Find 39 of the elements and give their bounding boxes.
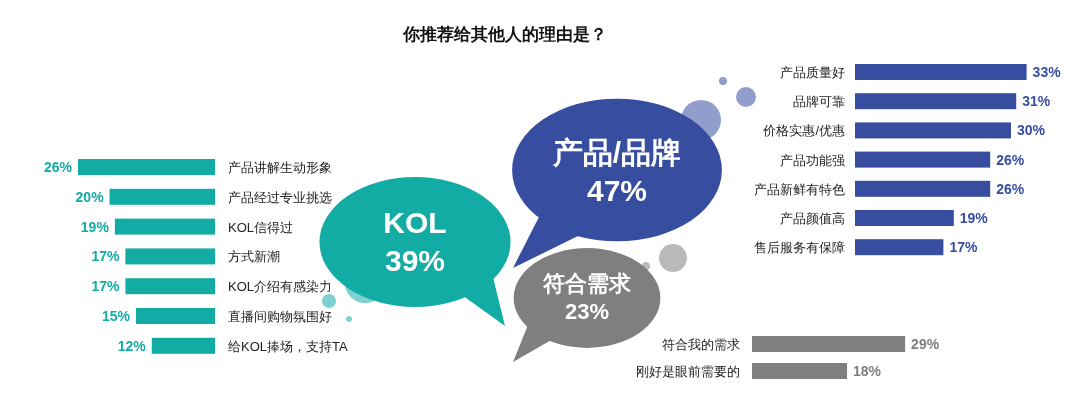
data-label: 29% xyxy=(911,336,940,352)
data-label: 26% xyxy=(996,151,1025,168)
y-tick-label: 给KOL捧场，支持TA xyxy=(228,338,348,354)
y-tick-label: 符合我的需求 xyxy=(662,337,740,352)
y-tick-label: 产品颜值高 xyxy=(780,211,845,226)
data-label: 39% xyxy=(384,244,446,277)
y-tick-label: 品牌可靠 xyxy=(793,94,845,110)
y-tick-label: 价格实惠/优惠 xyxy=(762,123,845,139)
data-label: 30% xyxy=(1017,122,1046,139)
y-tick-label: 直播间购物氛围好 xyxy=(228,309,332,324)
category-label: 符合需求 xyxy=(542,271,632,296)
data-label: 26% xyxy=(43,159,73,175)
y-tick-label: KOL介绍有感染力 xyxy=(228,279,333,295)
data-label: 33% xyxy=(1032,64,1062,80)
data-label: 17% xyxy=(91,248,120,265)
data-label: 15% xyxy=(101,308,131,324)
data-label: 19% xyxy=(959,210,989,226)
data-label: 20% xyxy=(75,188,105,205)
data-label: 47% xyxy=(586,174,648,207)
data-label: 18% xyxy=(853,363,882,379)
data-label: 17% xyxy=(91,278,120,295)
y-tick-label: 售后服务有保障 xyxy=(754,240,845,256)
y-tick-label: 刚好是眼前需要的 xyxy=(636,364,740,379)
text: 你推荐给其他人的理由是？ xyxy=(402,25,607,44)
y-tick-label: 产品新鲜有特色 xyxy=(754,181,845,197)
y-tick-label: 产品功能强 xyxy=(780,152,845,168)
category-label: KOL xyxy=(383,206,447,239)
y-tick-label: 产品经过专业挑选 xyxy=(228,189,332,205)
y-tick-label: KOL信得过 xyxy=(228,219,294,235)
data-label: 19% xyxy=(80,218,110,235)
data-label: 31% xyxy=(1022,93,1051,110)
category-label: 产品/品牌 xyxy=(551,136,682,169)
y-tick-label: 方式新潮 xyxy=(228,249,280,265)
data-label: 26% xyxy=(996,180,1025,197)
data-label: 23% xyxy=(564,299,610,324)
data-label: 17% xyxy=(949,239,978,256)
data-label: 12% xyxy=(117,337,147,354)
y-tick-label: 产品讲解生动形象 xyxy=(228,160,332,175)
y-tick-label: 产品质量好 xyxy=(780,65,845,80)
